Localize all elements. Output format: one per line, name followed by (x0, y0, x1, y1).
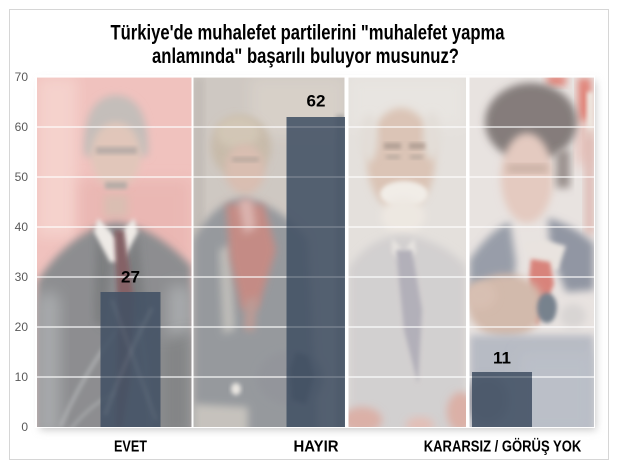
svg-text:10: 10 (15, 370, 29, 384)
svg-text:40: 40 (15, 220, 29, 234)
svg-text:27: 27 (121, 268, 140, 287)
svg-text:60: 60 (15, 120, 29, 134)
svg-text:anlamında" başarılı buluyor mu: anlamında" başarılı buluyor musunuz? (152, 45, 459, 68)
svg-text:KARARSIZ / GÖRÜŞ YOK: KARARSIZ / GÖRÜŞ YOK (424, 437, 582, 456)
svg-text:50: 50 (15, 170, 29, 184)
svg-text:HAYIR: HAYIR (294, 439, 339, 456)
svg-text:30: 30 (15, 270, 29, 284)
svg-text:70: 70 (15, 70, 29, 84)
svg-text:EVET: EVET (114, 439, 147, 456)
svg-text:11: 11 (493, 349, 511, 368)
svg-text:62: 62 (307, 92, 326, 111)
svg-text:Türkiye'de muhalefet partileri: Türkiye'de muhalefet partilerini "muhale… (111, 22, 505, 45)
svg-text:0: 0 (21, 420, 28, 434)
svg-text:20: 20 (15, 320, 29, 334)
